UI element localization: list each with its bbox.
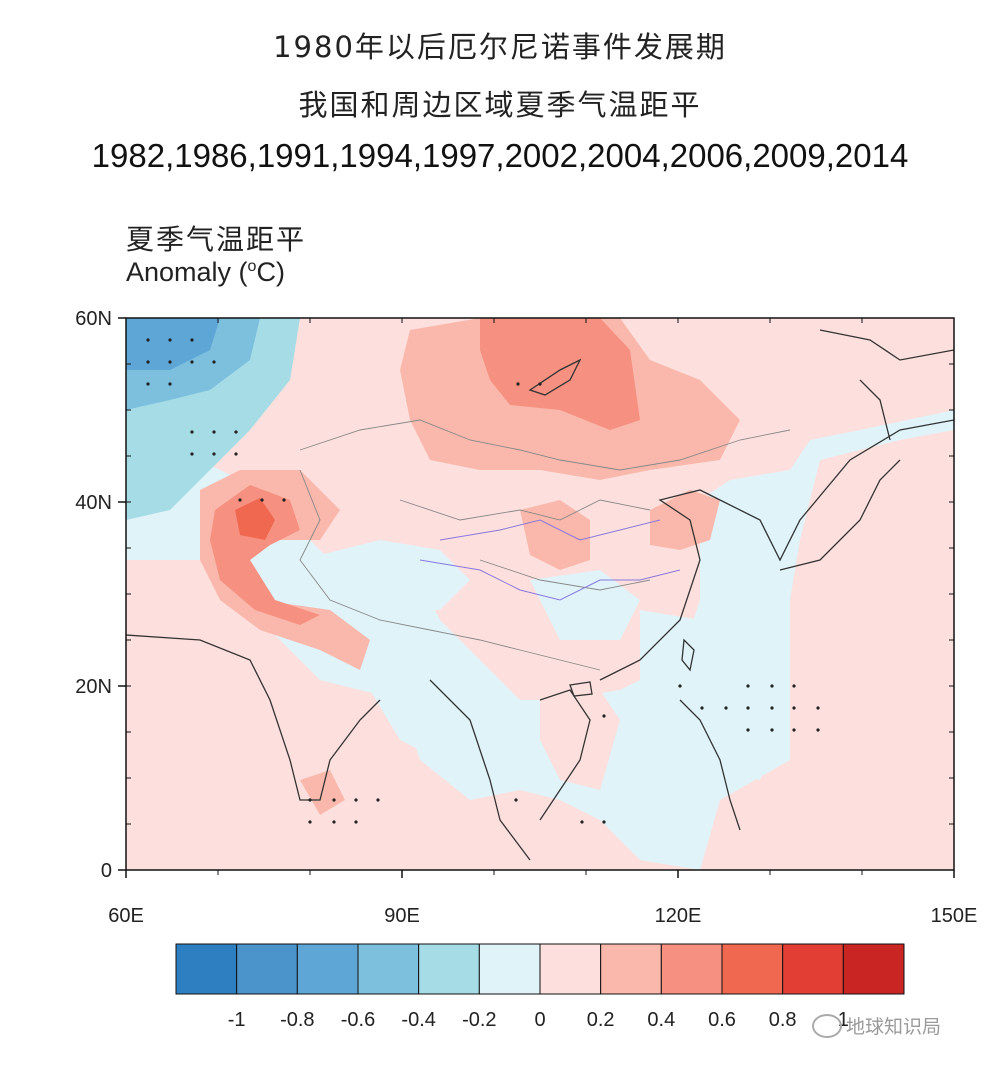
colorbar-label: -0.2	[462, 1009, 496, 1031]
colorbar-swatch	[296, 943, 359, 995]
anomaly-region-cool-tibet	[300, 540, 470, 610]
x-tick-label: 120E	[655, 905, 702, 927]
y-tick-label: 0	[101, 860, 112, 882]
colorbar-swatch	[660, 943, 723, 995]
x-tick-label: 60E	[108, 905, 144, 927]
y-tick-label: 20N	[75, 676, 112, 698]
subtitle-cn: 夏季气温距平	[126, 223, 307, 256]
anomaly-region-central-china	[520, 500, 590, 570]
map-field	[126, 318, 954, 870]
colorbar-label: -0.6	[341, 1009, 375, 1031]
anomaly-region-baikal	[480, 318, 640, 430]
watermark-text: 地球知识局	[846, 1016, 942, 1038]
colorbar-label: 0.2	[587, 1009, 615, 1031]
y-tick-label: 60N	[75, 308, 112, 330]
significance-dots	[146, 338, 820, 824]
title-line-1: 1980年以后厄尔尼诺事件发展期	[273, 30, 727, 64]
watermark: 地球知识局	[812, 1012, 941, 1039]
anomaly-region-pale-india	[126, 560, 700, 870]
x-axis: 60E 90E 120E 150E	[108, 870, 977, 927]
anomaly-region-pale-pacific	[700, 760, 790, 870]
anomaly-region-negative-west-deeper	[126, 318, 220, 370]
wechat-icon	[812, 1013, 842, 1038]
anomaly-region-pale-japan	[790, 430, 954, 870]
colorbar-swatch	[236, 943, 298, 995]
y-tick-label: 40N	[75, 492, 112, 514]
colorbar-swatch	[600, 943, 662, 995]
anomaly-region-pale-seasia	[540, 690, 620, 790]
rivers	[419, 519, 681, 601]
title-years: 1982,1986,1991,1994,1997,2002,2004,2006,…	[91, 137, 909, 174]
colorbar-swatch	[175, 943, 238, 995]
colorbar-label: -0.8	[280, 1009, 314, 1031]
colorbar-label: 1	[838, 1009, 849, 1031]
x-tick-label: 90E	[384, 905, 420, 927]
x-tick-label: 150E	[931, 905, 978, 927]
colorbar-swatch	[842, 943, 905, 995]
colorbar-label: 0.8	[769, 1009, 797, 1031]
anomaly-region-cool-bay	[370, 680, 470, 760]
country-borders	[299, 419, 791, 671]
colorbar-swatch	[782, 943, 844, 995]
anomaly-region-cool-scs	[640, 600, 790, 780]
colorbar-swatch	[539, 943, 602, 995]
colorbar-label: 0.4	[647, 1009, 675, 1031]
colorbar-swatch	[357, 943, 420, 995]
colorbar-label: -1	[228, 1009, 246, 1031]
y-axis: 60N 40N 20N 0	[75, 308, 126, 882]
coastlines	[126, 329, 954, 861]
colorbar: -1 -0.8 -0.6 -0.4 -0.2 0 0.2 0.4 0.6 0.8 1	[175, 943, 905, 1031]
subtitle-en: Anomaly (oC)	[126, 257, 285, 287]
colorbar-swatch	[418, 943, 480, 995]
colorbar-label: 0.6	[708, 1009, 736, 1031]
colorbar-label: 0	[534, 1009, 545, 1031]
minor-ticks	[125, 317, 955, 875]
colorbar-swatch	[478, 943, 541, 995]
anomaly-region-peak	[235, 498, 275, 540]
title-line-2: 我国和周边区域夏季气温距平	[298, 88, 702, 122]
colorbar-swatch	[721, 943, 784, 995]
colorbar-label: -0.4	[401, 1009, 435, 1031]
